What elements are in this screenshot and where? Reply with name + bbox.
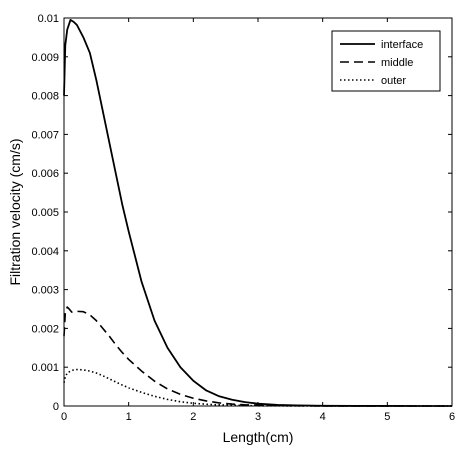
y-tick-label: 0.009 — [31, 52, 59, 64]
legend-label-outer: outer — [381, 75, 406, 87]
x-tick-label: 3 — [255, 411, 261, 423]
y-tick-label: 0.004 — [31, 246, 59, 258]
x-tick-label: 4 — [320, 411, 326, 423]
x-tick-label: 1 — [126, 411, 132, 423]
legend-box — [331, 30, 441, 92]
y-axis-label: Filtration velocity (cm/s) — [7, 138, 23, 285]
x-tick-label: 0 — [61, 411, 67, 423]
y-tick-label: 0.006 — [31, 168, 59, 180]
x-tick-label: 2 — [190, 411, 196, 423]
y-tick-label: 0.003 — [31, 285, 59, 297]
y-axis-ticks: 0 0.001 0.002 0.003 0.004 0.005 0.006 0.007 0.00… — [31, 13, 452, 413]
legend-label-interface: interface — [381, 39, 423, 51]
y-tick-label: 0.008 — [31, 91, 59, 103]
y-tick-label: 0.007 — [31, 129, 59, 141]
y-tick-label: 0.001 — [31, 362, 59, 374]
y-tick-label: 0 — [53, 401, 59, 413]
x-axis-ticks: 0 1 2 3 4 5 6 — [61, 18, 455, 423]
legend-label-middle: middle — [381, 57, 413, 69]
x-axis-label: Length(cm) — [223, 429, 294, 445]
y-tick-label: 0.01 — [38, 13, 59, 25]
legend: interface middle outer — [331, 30, 441, 92]
y-tick-label: 0.005 — [31, 207, 59, 219]
x-tick-label: 6 — [449, 411, 455, 423]
x-tick-label: 5 — [384, 411, 390, 423]
y-tick-label: 0.002 — [31, 323, 59, 335]
